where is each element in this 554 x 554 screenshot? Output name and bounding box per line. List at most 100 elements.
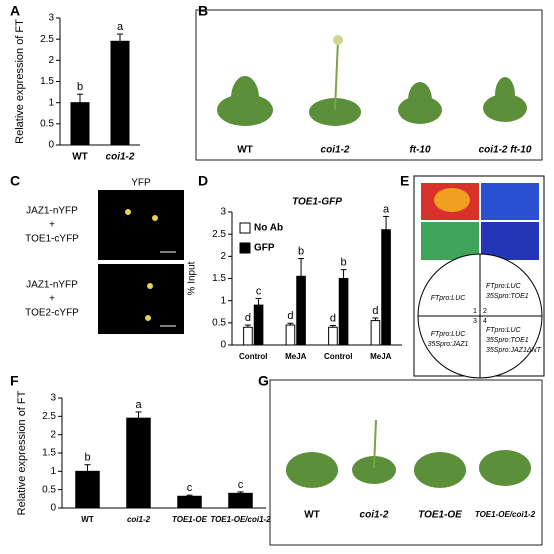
nucleus xyxy=(125,209,131,215)
caption: coi1-2 xyxy=(321,145,350,156)
construct-label: FTpro:LUC xyxy=(486,327,522,334)
panel-label: F xyxy=(10,373,19,389)
luc-image xyxy=(481,183,539,220)
y-tick-label: 0.5 xyxy=(40,118,54,129)
bar xyxy=(70,102,90,146)
significance-letter: a xyxy=(135,399,142,411)
panel-label: B xyxy=(198,3,208,19)
x-tick-label: coi1-2 xyxy=(127,515,151,524)
panel-label: D xyxy=(198,173,208,189)
well-number: 1 xyxy=(473,308,477,315)
panel-label: G xyxy=(258,373,269,389)
caption: TOE1-OE xyxy=(418,510,462,521)
construct-label: JAZ1-nYFP xyxy=(26,280,78,291)
construct-label: TOE1-cYFP xyxy=(25,234,79,245)
luc-image xyxy=(481,222,539,260)
well-number: 3 xyxy=(473,318,477,325)
caption: coi1-2 xyxy=(360,510,389,521)
bar xyxy=(285,324,296,346)
luc-signal xyxy=(434,188,470,212)
plants-b xyxy=(217,35,527,126)
y-tick-label: 1.5 xyxy=(40,76,54,87)
y-axis-label: Relative expression of FT xyxy=(14,19,26,144)
significance-letter: b xyxy=(77,81,83,93)
y-tick-label: 2 xyxy=(50,429,56,440)
significance-letter: a xyxy=(383,203,390,215)
bar xyxy=(228,492,253,509)
y-tick-label: 1 xyxy=(48,97,54,108)
y-tick-label: 0 xyxy=(50,503,56,514)
x-tick-label: MeJA xyxy=(370,352,392,361)
caption: WT xyxy=(237,145,253,156)
construct-label: FTpro:LUC xyxy=(486,283,522,290)
bar xyxy=(126,417,151,509)
x-tick-label: MeJA xyxy=(285,352,307,361)
legend-swatch xyxy=(239,222,251,234)
y-tick-label: 2 xyxy=(220,251,226,262)
luc-image xyxy=(421,222,479,260)
x-tick-label: Control xyxy=(324,352,352,361)
significance-letter: b xyxy=(298,245,304,257)
y-tick-label: 0 xyxy=(220,340,226,351)
construct-label: FTpro:LUC xyxy=(431,331,467,338)
caption: coi1-2 ft-10 xyxy=(479,145,532,156)
significance-letter: d xyxy=(330,312,336,324)
y-tick-label: 2.5 xyxy=(40,34,54,45)
bar xyxy=(328,326,338,346)
x-tick-label: WT xyxy=(72,152,88,163)
bar xyxy=(253,304,264,346)
significance-letter: b xyxy=(84,452,90,464)
bar xyxy=(381,229,391,346)
x-tick-label: TOE1-OE/coi1-2 xyxy=(210,515,271,524)
significance-letter: c xyxy=(187,482,193,494)
x-tick-label: TOE1-OE xyxy=(172,515,208,524)
significance-letter: a xyxy=(117,21,124,33)
significance-letter: d xyxy=(245,312,251,324)
y-tick-label: 2.5 xyxy=(212,229,226,240)
significance-letter: d xyxy=(372,305,378,317)
bar xyxy=(177,495,202,509)
caption: TOE1-OE/coi1-2 xyxy=(475,510,536,519)
panel-label: A xyxy=(10,3,20,19)
x-tick-label: coi1-2 xyxy=(106,152,135,163)
y-axis-label: Relative expression of FT xyxy=(16,390,28,515)
y-tick-label: 0.5 xyxy=(42,484,56,495)
y-tick-label: 2.5 xyxy=(42,411,56,422)
caption: ft-10 xyxy=(409,145,431,156)
bar xyxy=(243,326,253,346)
y-tick-label: 0.5 xyxy=(212,317,226,328)
bar xyxy=(338,278,349,346)
y-tick-label: 1 xyxy=(220,295,226,306)
micrograph xyxy=(98,264,184,334)
chart-title: TOE1-GFP xyxy=(292,197,342,208)
nucleus xyxy=(147,283,153,289)
construct-label: + xyxy=(49,220,55,231)
y-axis-label: % Input xyxy=(187,261,198,295)
nucleus xyxy=(145,315,151,321)
bar xyxy=(110,40,130,146)
nucleus xyxy=(152,215,158,221)
micrograph xyxy=(98,190,184,260)
x-tick-label: Control xyxy=(239,352,267,361)
plants-g xyxy=(286,419,531,488)
significance-letter: c xyxy=(238,479,244,491)
y-tick-label: 0 xyxy=(48,140,54,151)
y-tick-label: 3 xyxy=(220,207,226,218)
construct-label: 35Spro:JAZ1 xyxy=(428,341,469,348)
y-tick-label: 3 xyxy=(48,13,54,24)
bar xyxy=(296,275,306,346)
panel-title: YFP xyxy=(131,178,151,189)
y-tick-label: 1 xyxy=(50,466,56,477)
construct-label: JAZ1-nYFP xyxy=(26,206,78,217)
panel-label: E xyxy=(400,173,409,189)
legend-swatch xyxy=(239,242,251,254)
construct-label: 35Spro:JAZ1ΔNT xyxy=(486,347,542,354)
construct-label: + xyxy=(49,294,55,305)
y-tick-label: 1.5 xyxy=(212,273,226,284)
y-tick-label: 2 xyxy=(48,55,54,66)
significance-letter: c xyxy=(256,285,262,297)
caption: WT xyxy=(304,510,320,521)
y-tick-label: 1.5 xyxy=(42,448,56,459)
bar xyxy=(370,320,381,346)
